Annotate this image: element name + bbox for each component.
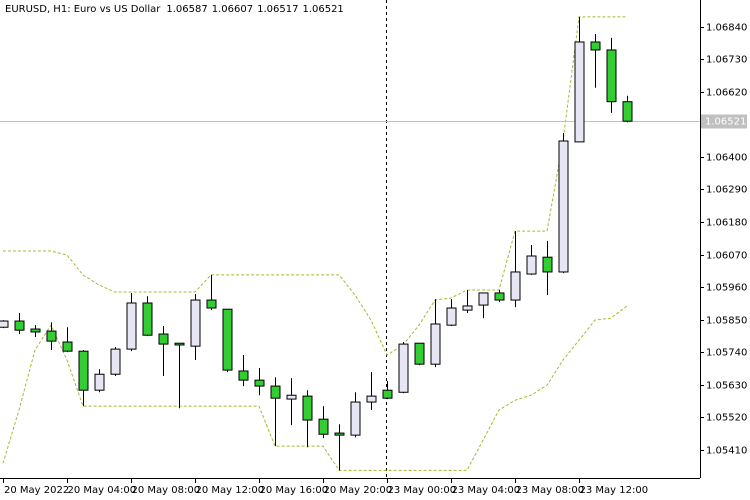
last-high: 1.06607: [212, 4, 253, 15]
y-tick-label: 1.06070: [706, 251, 747, 262]
candle-body: [238, 370, 249, 381]
candle-body: [430, 323, 441, 365]
candle-body: [494, 292, 505, 301]
y-tick-label: 1.06180: [706, 218, 747, 229]
y-tick-label: 1.05630: [706, 381, 747, 392]
x-tick-label: 20 May 08:00: [132, 485, 201, 496]
candle-body: [414, 342, 425, 365]
y-tick-label: 1.06400: [706, 153, 747, 164]
y-tick-label: 1.06290: [706, 185, 747, 196]
candle-body: [366, 395, 377, 403]
last-low: 1.06517: [257, 4, 298, 15]
y-tick-label: 1.05740: [706, 348, 747, 359]
candle-body: [158, 333, 169, 345]
y-tick-label: 1.05410: [706, 446, 747, 457]
y-tick-label: 1.06730: [706, 55, 747, 66]
x-tick-label: 23 May 00:00: [388, 485, 457, 496]
price-label-box: [701, 114, 747, 129]
y-tick-label: 1.06620: [706, 88, 747, 99]
candle-body: [526, 255, 537, 275]
candle-body: [94, 373, 105, 391]
candle-body: [350, 401, 361, 436]
candle-body: [622, 101, 633, 122]
candle-body: [382, 389, 393, 399]
candle-body: [206, 299, 217, 309]
candle-body: [574, 41, 585, 143]
candle-body: [398, 343, 409, 393]
x-tick-label: 23 May 12:00: [580, 485, 649, 496]
candle-body: [558, 140, 569, 273]
y-tick-label: 1.05850: [706, 316, 747, 327]
price-label: 1.06521: [705, 117, 746, 128]
candle-body: [302, 395, 313, 421]
candle-body: [14, 320, 25, 331]
candle-body: [462, 305, 473, 311]
chart-title: EURUSD, H1: Euro vs US Dollar 1.06587 1.06…: [5, 4, 344, 15]
candle-body: [446, 307, 457, 326]
candle-body: [78, 350, 89, 391]
candle-body: [174, 342, 185, 346]
candle-body: [142, 302, 153, 336]
candle-body: [30, 328, 41, 333]
candle-body: [62, 341, 73, 352]
candle-body: [334, 432, 345, 436]
x-tick-label: 23 May 08:00: [516, 485, 585, 496]
x-tick-label: 20 May 16:00: [260, 485, 329, 496]
candle-body: [510, 271, 521, 301]
x-tick-label: 20 May 2022: [4, 485, 69, 496]
y-tick-label: 1.05520: [706, 413, 747, 424]
candle-body: [222, 308, 233, 371]
candle-body: [110, 348, 121, 375]
candle-body: [190, 299, 201, 347]
candle-body: [270, 385, 281, 399]
last-open: 1.06587: [166, 4, 207, 15]
candle-body: [286, 394, 297, 400]
candle-body: [126, 302, 137, 350]
candle-body: [0, 320, 9, 328]
x-tick-label: 20 May 20:00: [324, 485, 393, 496]
candle-body: [254, 379, 265, 387]
candle-body: [606, 49, 617, 103]
y-tick-label: 1.06840: [706, 23, 747, 34]
x-tick-label: 23 May 04:00: [452, 485, 521, 496]
candle-body: [318, 418, 329, 435]
y-tick-label: 1.05960: [706, 283, 747, 294]
channel-upper: [3, 16, 627, 356]
x-tick-label: 20 May 04:00: [68, 485, 137, 496]
candle-body: [590, 41, 601, 51]
candle-body: [478, 292, 489, 306]
symbol: EURUSD, H1: Euro vs US Dollar: [5, 4, 161, 15]
candle-body: [542, 256, 553, 273]
candle-body: [46, 330, 57, 342]
x-tick-label: 20 May 12:00: [196, 485, 265, 496]
last-close: 1.06521: [302, 4, 343, 15]
